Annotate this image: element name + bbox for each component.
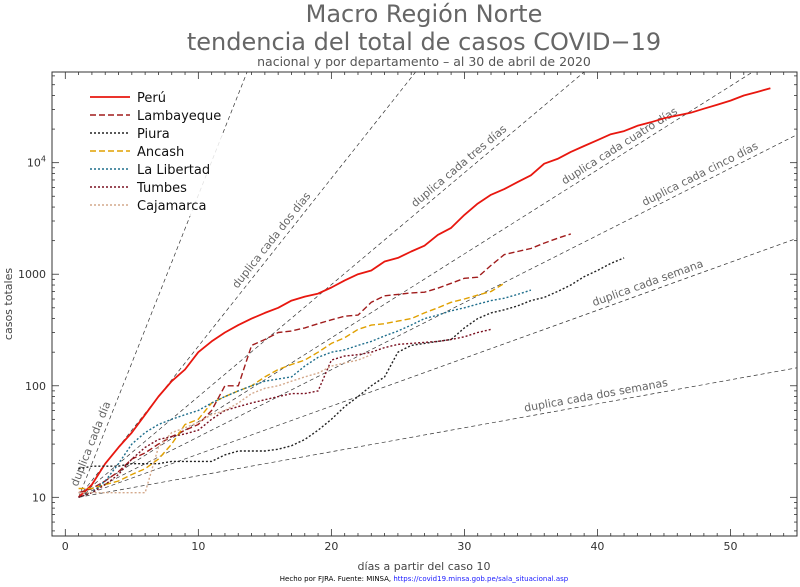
ref-line-duplica-cada-dos-dias: [78, 72, 417, 498]
legend-label-piura: Piura: [137, 127, 170, 142]
footer: Hecho por FJRA. Fuente: MINSA, https://c…: [280, 575, 569, 583]
x-tick-label: 0: [62, 540, 69, 553]
ref-label-duplica-cada-tres-dias: duplica cada tres días: [409, 122, 510, 210]
reference-lines: duplica cada día duplica cada dos días dup…: [68, 72, 797, 498]
ref-line-duplica-cada-tres-dias: [78, 72, 585, 498]
x-tick-label: 10: [191, 540, 205, 553]
legend-label-lambayeque: Lambayeque: [137, 109, 221, 124]
ref-line-duplica-cada-semana: [78, 237, 797, 498]
x-tick-label: 20: [324, 540, 338, 553]
y-tick-label: 1000: [18, 268, 46, 281]
x-axis-label: días a partir del caso 10: [358, 560, 491, 573]
legend-label-cajamarca: Cajamarca: [137, 199, 206, 214]
ref-line-duplica-cada-cinco-dias: [78, 134, 797, 498]
series-line-lambayeque: [78, 233, 572, 494]
y-tick-label: 104: [27, 155, 46, 170]
x-axis: 0 10 20 30 40 50: [62, 72, 785, 553]
series-line-peru: [77, 87, 771, 498]
x-tick-label: 40: [590, 540, 604, 553]
series-line-ancash: [78, 282, 505, 490]
chart-subtitle: nacional y por departamento – al 30 de a…: [257, 54, 591, 69]
series-line-tumbes: [78, 328, 492, 498]
series-line-piura: [78, 257, 625, 470]
series-line-cajamarca: [78, 354, 372, 494]
footer-link[interactable]: https://covid19.minsa.gob.pe/sala_situac…: [393, 575, 568, 583]
ref-label-duplica-cada-dos-semanas: duplica cada dos semanas: [523, 376, 669, 415]
ref-label-duplica-cada-semana: duplica cada semana: [591, 257, 705, 309]
legend-background: [82, 84, 222, 216]
ref-label-duplica-cada-cinco-dias: duplica cada cinco días: [640, 139, 761, 209]
ref-label-duplica-cada-dia: duplica cada día: [68, 400, 113, 489]
legend-label-peru: Perú: [137, 91, 166, 106]
y-tick-label: 10: [32, 491, 46, 504]
legend-label-la-libertad: La Libertad: [137, 163, 210, 178]
series-line-la-libertad: [78, 289, 532, 498]
footer-text: Hecho por FJRA. Fuente: MINSA,: [280, 575, 394, 583]
y-tick-label: 100: [25, 380, 46, 393]
chart-title-line-2: tendencia del total de casos COVID−19: [187, 28, 661, 56]
legend-label-ancash: Ancash: [137, 145, 184, 160]
legend-label-tumbes: Tumbes: [136, 181, 187, 196]
x-tick-label: 30: [457, 540, 471, 553]
legend: Perú Lambayeque Piura Ancash La Libertad Tumb…: [90, 91, 221, 214]
ref-label-duplica-cada-dos-dias: duplica cada dos días: [230, 189, 314, 290]
ref-line-duplica-cada-cuatro-dias: [78, 72, 754, 498]
series-lines: [77, 87, 771, 498]
ref-line-duplica-cada-dos-semanas: [78, 367, 797, 498]
chart-title: Macro Región Norte: [306, 0, 543, 28]
y-axis: 10 100 1000 104: [18, 75, 797, 532]
ref-label-duplica-cada-cuatro-dias: duplica cada cuatro días: [559, 104, 680, 187]
y-axis-label: casos totales: [2, 268, 15, 340]
x-tick-label: 50: [723, 540, 737, 553]
